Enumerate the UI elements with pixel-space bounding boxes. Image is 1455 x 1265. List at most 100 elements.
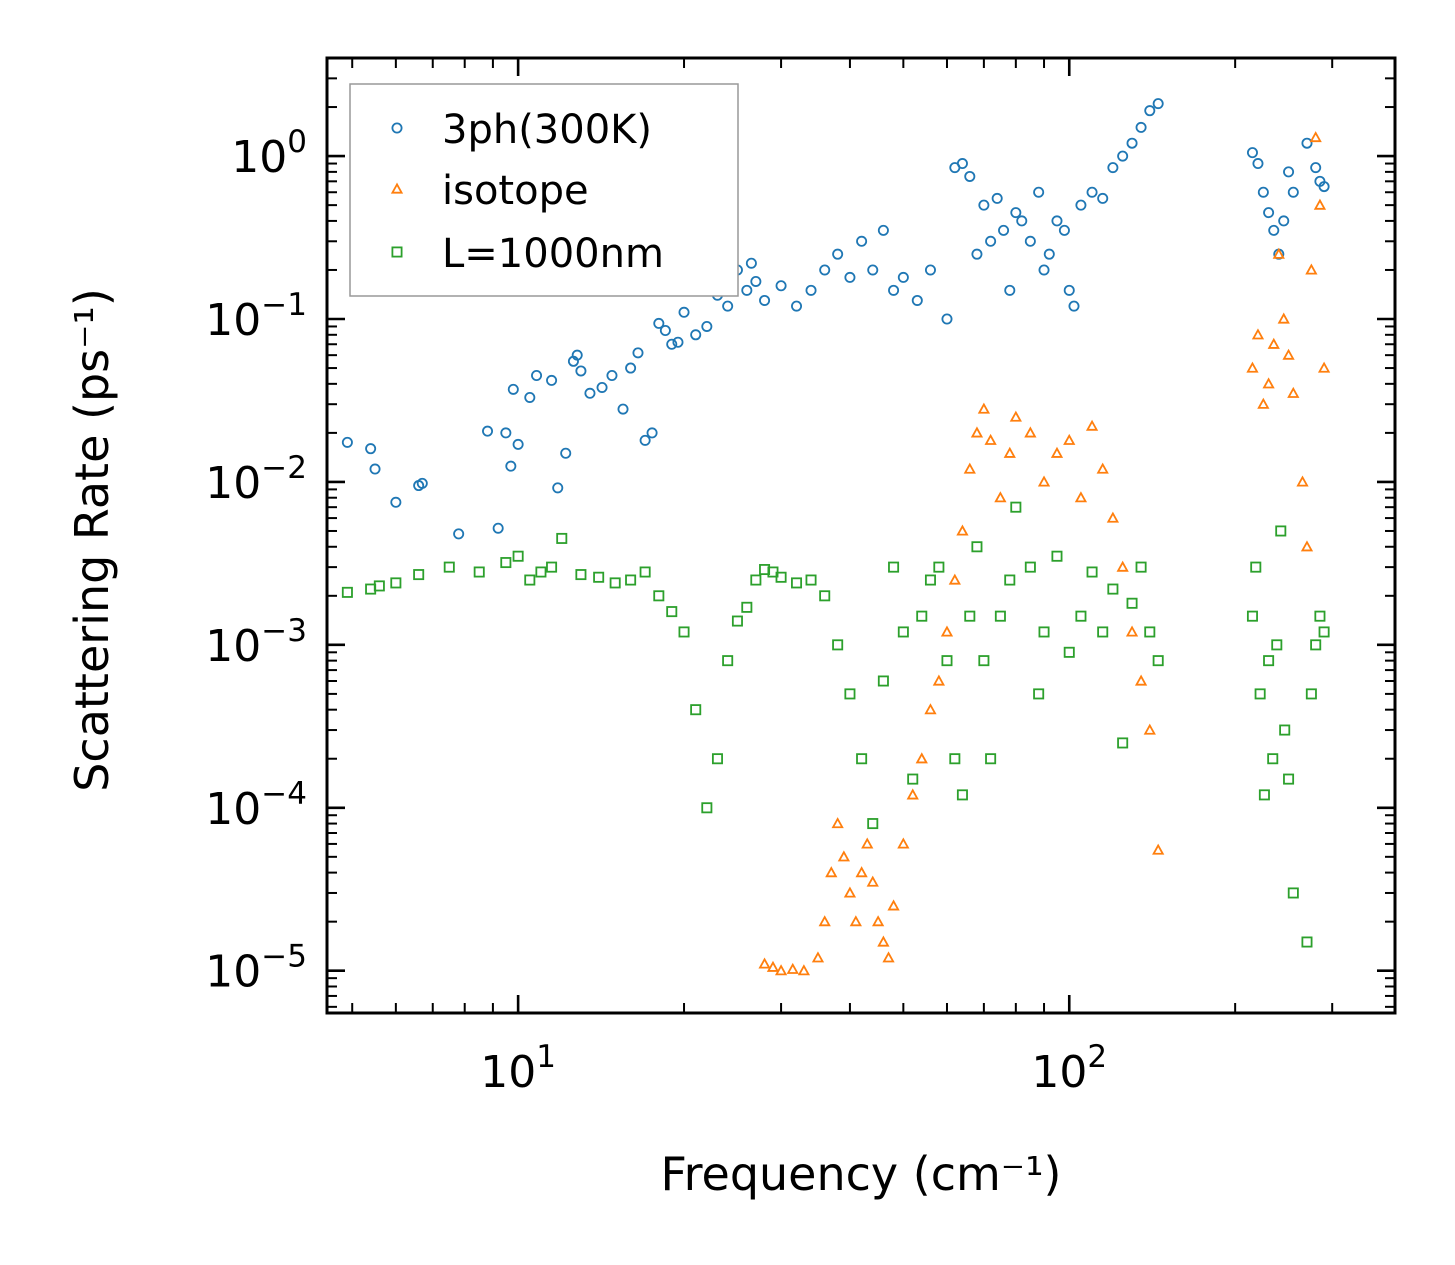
data-point bbox=[625, 574, 637, 586]
data-point bbox=[500, 427, 512, 439]
data-point bbox=[575, 569, 587, 581]
data-point bbox=[632, 347, 644, 359]
data-point bbox=[507, 383, 519, 395]
data-point bbox=[1318, 181, 1330, 193]
data-point bbox=[1246, 610, 1258, 622]
data-point bbox=[1301, 137, 1313, 149]
data-point bbox=[1009, 410, 1022, 422]
data-point bbox=[1063, 433, 1076, 445]
data-point bbox=[1038, 626, 1050, 638]
data-point bbox=[1063, 284, 1075, 296]
series-0 bbox=[341, 98, 1330, 540]
data-point bbox=[832, 639, 844, 651]
data-point bbox=[1038, 264, 1050, 276]
data-point bbox=[609, 577, 621, 589]
data-point bbox=[524, 391, 536, 403]
data-point bbox=[505, 460, 517, 472]
data-point bbox=[998, 224, 1010, 236]
data-point bbox=[941, 313, 953, 325]
data-point bbox=[625, 362, 637, 374]
data-point bbox=[1283, 773, 1295, 785]
data-point bbox=[482, 425, 494, 437]
series-2 bbox=[341, 501, 1330, 948]
data-point bbox=[690, 704, 702, 716]
data-point bbox=[1135, 121, 1147, 133]
data-point bbox=[365, 443, 377, 455]
data-point bbox=[1310, 639, 1322, 651]
data-point bbox=[924, 574, 936, 586]
data-point bbox=[1116, 560, 1129, 572]
series-1 bbox=[758, 131, 1331, 976]
data-point bbox=[1024, 561, 1036, 573]
data-point bbox=[1106, 511, 1120, 523]
data-point bbox=[861, 837, 874, 849]
data-point bbox=[722, 300, 734, 312]
data-point bbox=[837, 850, 851, 862]
data-point bbox=[512, 438, 524, 450]
data-point bbox=[1004, 574, 1016, 586]
data-point bbox=[1279, 724, 1291, 736]
data-point bbox=[416, 477, 428, 489]
data-point bbox=[617, 403, 629, 415]
data-point bbox=[832, 248, 844, 260]
data-point bbox=[659, 325, 671, 337]
data-point bbox=[791, 300, 803, 312]
data-point bbox=[745, 257, 757, 269]
data-point bbox=[1086, 186, 1098, 198]
data-point bbox=[915, 752, 928, 764]
data-point bbox=[1024, 235, 1036, 247]
data-point bbox=[786, 962, 799, 974]
data-point bbox=[1107, 583, 1119, 595]
data-point bbox=[849, 915, 862, 927]
data-point bbox=[978, 655, 990, 667]
ticks-layer bbox=[327, 57, 1395, 1013]
data-point bbox=[678, 306, 690, 318]
data-point bbox=[1313, 198, 1327, 210]
data-point bbox=[1058, 224, 1070, 236]
data-point bbox=[1126, 137, 1138, 149]
data-point bbox=[512, 550, 524, 562]
data-point bbox=[1016, 215, 1028, 227]
data-point bbox=[1051, 215, 1063, 227]
data-point bbox=[811, 951, 825, 963]
data-point bbox=[1096, 462, 1109, 474]
data-point bbox=[653, 317, 665, 329]
data-point bbox=[991, 192, 1003, 204]
data-point bbox=[1075, 610, 1087, 622]
data-point bbox=[1134, 674, 1148, 686]
data-point bbox=[1051, 550, 1063, 562]
data-point bbox=[1063, 646, 1075, 658]
data-point bbox=[639, 566, 651, 578]
y-tick-label: 10−3 bbox=[205, 613, 307, 672]
data-point bbox=[1097, 192, 1109, 204]
data-point bbox=[341, 586, 353, 598]
legend: 3ph(300K) isotope L=1000nm bbox=[349, 83, 739, 297]
data-point bbox=[1318, 626, 1330, 638]
data-point bbox=[524, 574, 536, 586]
data-point bbox=[818, 915, 831, 927]
data-point bbox=[882, 951, 895, 963]
data-point bbox=[775, 280, 787, 292]
data-point bbox=[373, 580, 385, 592]
data-point bbox=[1275, 525, 1287, 537]
data-point bbox=[1144, 626, 1156, 638]
data-point bbox=[606, 370, 618, 382]
data-point bbox=[1086, 566, 1098, 578]
data-point bbox=[964, 610, 976, 622]
data-point bbox=[1152, 843, 1165, 855]
data-point bbox=[1117, 737, 1129, 749]
legend-marker-1 bbox=[390, 182, 404, 194]
y-tick-label: 100 bbox=[231, 124, 307, 183]
data-point bbox=[1250, 561, 1262, 573]
data-point bbox=[666, 338, 678, 350]
data-point bbox=[1144, 105, 1156, 117]
data-point bbox=[994, 610, 1006, 622]
data-point bbox=[1277, 312, 1290, 324]
legend-markers bbox=[390, 122, 404, 258]
data-point bbox=[866, 875, 879, 887]
data-point bbox=[552, 482, 564, 494]
data-point bbox=[1010, 207, 1022, 219]
data-point bbox=[924, 264, 936, 276]
data-point bbox=[843, 886, 857, 898]
data-point bbox=[575, 365, 587, 377]
